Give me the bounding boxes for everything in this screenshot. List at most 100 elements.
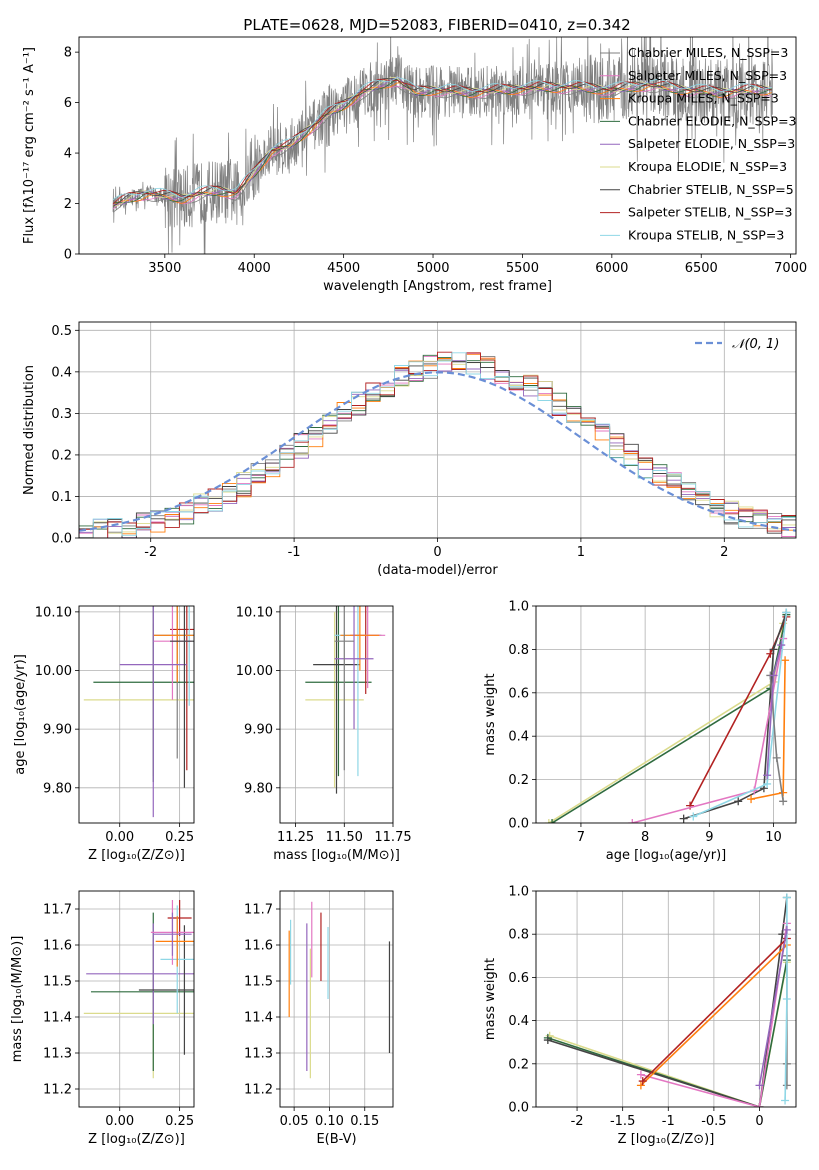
legend-label: Salpeter ELODIE, N_SSP=3 <box>628 136 795 151</box>
data-point-marker <box>782 925 791 934</box>
x-tick-label: -1.5 <box>610 1114 635 1129</box>
x-axis-label: Z [log₁₀(Z/Z⊙)] <box>88 848 185 863</box>
y-tick-label: 1.0 <box>508 885 529 900</box>
y-tick-label: 10.10 <box>35 605 72 620</box>
data-point-marker <box>779 797 788 806</box>
y-tick-label: 11.3 <box>244 1047 273 1062</box>
x-tick-label: 2 <box>720 545 728 560</box>
y-tick-label: 2 <box>64 197 72 212</box>
y-tick-label: 0.6 <box>508 971 529 986</box>
panel-spectrum: 3500 4000 4500 5000 5500 6000 6500 7000 0 2 4 6 8 wav… <box>22 36 807 294</box>
data-point-marker <box>779 788 788 797</box>
y-tick-label: 4 <box>64 147 72 162</box>
data-point-marker <box>782 995 791 1003</box>
plot-area-age_vs_Z <box>79 606 194 823</box>
data-point-marker <box>782 893 791 902</box>
x-tick-label: 5000 <box>416 261 449 276</box>
y-tick-label: 0.4 <box>508 730 529 745</box>
y-tick-label: 0.6 <box>508 686 529 701</box>
model-line-chabrier-miles <box>112 84 772 213</box>
y-tick-label: 6 <box>64 96 72 111</box>
series-line <box>642 937 788 1082</box>
x-tick-label: 0.00 <box>105 830 134 845</box>
x-tick-label: 5500 <box>506 261 539 276</box>
y-tick-label: 0.8 <box>508 643 529 658</box>
y-tick-label: 0.2 <box>508 773 529 788</box>
legend-label: Kroupa STELIB, N_SSP=3 <box>628 227 784 242</box>
y-tick-label: 8 <box>64 46 72 61</box>
data-point-marker <box>628 819 637 823</box>
x-tick-label: 1 <box>577 545 585 560</box>
model-line-salpeter-stelib <box>112 78 772 205</box>
x-axis-label: E(B-V) <box>316 1132 356 1147</box>
x-tick-label: -1 <box>662 1114 675 1129</box>
data-point-marker <box>638 1077 647 1086</box>
legend-label: Chabrier MILES, N_SSP=3 <box>628 45 788 60</box>
data-point-marker <box>782 1059 791 1068</box>
y-tick-label: 10.00 <box>236 664 273 679</box>
data-point-marker <box>679 814 688 823</box>
x-tick-label: 6500 <box>685 261 718 276</box>
x-axis-label: age [log₁₀(age/yr)] <box>606 848 727 863</box>
y-tick-label: 0.3 <box>51 407 72 422</box>
legend-label: Chabrier STELIB, N_SSP=5 <box>628 182 794 197</box>
plot-area-mass_vs_EBV <box>280 891 393 1107</box>
y-axis-label: mass weight <box>483 673 498 755</box>
panel-mass_vs_Z: 0.00 0.25 11.2 11.3 11.4 11.5 11.6 11.7 Z [log₁₀… <box>10 890 195 1147</box>
plot-area-mass_vs_Z <box>79 891 194 1107</box>
data-point-marker <box>734 797 743 806</box>
data-point-marker <box>636 1070 645 1079</box>
x-tick-label: -0.5 <box>701 1114 726 1129</box>
y-axis-label: mass [log₁₀(M/M⊙)] <box>10 936 25 1063</box>
y-tick-label: 0.2 <box>508 1057 529 1072</box>
x-tick-label: -2 <box>571 1114 584 1129</box>
data-point-marker <box>636 1081 645 1090</box>
panel-mass_vs_EBV: 0.05 0.10 0.15 11.2 11.3 11.4 11.5 11.6 11.7 E(B-… <box>244 890 394 1147</box>
y-axis-label: age [log₁₀(age/yr)] <box>13 654 28 775</box>
plot-area-residual_histogram <box>79 322 796 538</box>
x-tick-label: -2 <box>144 545 157 560</box>
plot-area-mass_weight_vs_Z <box>536 891 796 1107</box>
data-point-marker <box>769 645 778 654</box>
y-tick-label: 10.10 <box>236 605 273 620</box>
data-point-marker <box>689 812 698 821</box>
y-tick-label: 11.6 <box>43 939 72 954</box>
data-point-marker <box>747 795 756 804</box>
data-point-marker <box>755 1103 764 1107</box>
data-point-marker <box>544 819 553 823</box>
series-line <box>547 959 788 1107</box>
y-axis-label: Normed distribution <box>22 365 37 495</box>
y-tick-label: 0 <box>64 248 72 263</box>
y-tick-label: 11.7 <box>244 903 273 918</box>
axes-frame <box>279 890 394 1108</box>
axes-frame <box>535 890 797 1108</box>
x-tick-label: -1 <box>288 545 301 560</box>
figure-title: PLATE=0628, MJD=52083, FIBERID=0410, z=0… <box>243 16 630 34</box>
series-line <box>640 944 788 1086</box>
panel-mass_weight_vs_Z: -2 -1.5 -1 -0.5 0 0.0 0.2 0.4 0.6 0.8 1.0 Z [log₁₀(… <box>483 885 797 1147</box>
x-tick-label: 6000 <box>595 261 628 276</box>
data-point-marker <box>781 1096 790 1105</box>
y-tick-label: 11.3 <box>43 1047 72 1062</box>
legend-label: Kroupa ELODIE, N_SSP=3 <box>628 159 787 174</box>
y-tick-label: 9.90 <box>244 723 273 738</box>
x-axis-label: (data-model)/error <box>377 563 498 578</box>
data-point-marker <box>548 819 557 823</box>
y-tick-label: 0.8 <box>508 928 529 943</box>
data-point-marker <box>763 779 772 788</box>
x-tick-label: 0 <box>755 1114 763 1129</box>
y-tick-label: 0.2 <box>51 448 72 463</box>
x-tick-label: 7000 <box>774 261 807 276</box>
data-point-marker <box>782 608 791 617</box>
data-point-marker <box>782 1081 791 1090</box>
y-tick-label: 0.5 <box>51 324 72 339</box>
y-axis-label: Flux [fλ10⁻¹⁷ erg cm⁻² s⁻¹ A⁻¹] <box>22 47 37 244</box>
model-line-kroupa-stelib <box>112 77 772 201</box>
y-tick-label: 10.00 <box>35 664 72 679</box>
x-tick-label: 0.10 <box>315 1114 344 1129</box>
y-tick-label: 11.4 <box>244 1011 273 1026</box>
y-tick-label: 0.1 <box>51 490 72 505</box>
y-tick-label: 0.0 <box>51 532 72 547</box>
y-tick-label: 1.0 <box>508 600 529 615</box>
y-axis-label: mass weight <box>483 958 498 1040</box>
